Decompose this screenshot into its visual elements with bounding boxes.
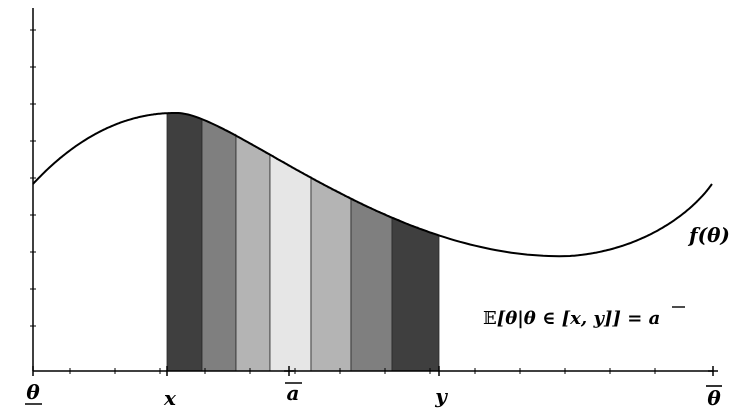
label-x: x xyxy=(163,386,177,410)
axes xyxy=(30,8,718,376)
density-curve xyxy=(32,112,713,258)
y-axis-ticks xyxy=(30,29,36,327)
label-a-bar: a xyxy=(287,381,300,405)
equation-text: 𝔼[θ|θ ∈ [x, y]] = a xyxy=(483,308,660,329)
equation-rhs: a xyxy=(649,308,661,329)
shaded-strip xyxy=(391,217,440,372)
label-theta-low: θ xyxy=(26,380,40,404)
equation-body: [θ|θ ∈ [x, y]] = xyxy=(497,308,649,329)
shaded-strip xyxy=(350,198,393,372)
axis-labels: θ x a y θ xyxy=(25,380,722,410)
axis-markers xyxy=(32,366,718,376)
label-y: y xyxy=(434,384,448,408)
curve-label: f(θ) xyxy=(687,223,730,247)
shaded-strip xyxy=(235,133,271,372)
shaded-strip xyxy=(201,118,237,372)
shaded-strip xyxy=(269,155,312,372)
expectation-symbol: 𝔼 xyxy=(483,308,497,329)
x-axis-ticks xyxy=(69,368,656,374)
shaded-strip xyxy=(166,112,203,372)
label-theta-high: θ xyxy=(707,386,721,410)
shaded-strip xyxy=(310,176,352,372)
shaded-region xyxy=(166,112,440,372)
equation: 𝔼[θ|θ ∈ [x, y]] = a xyxy=(483,306,685,329)
